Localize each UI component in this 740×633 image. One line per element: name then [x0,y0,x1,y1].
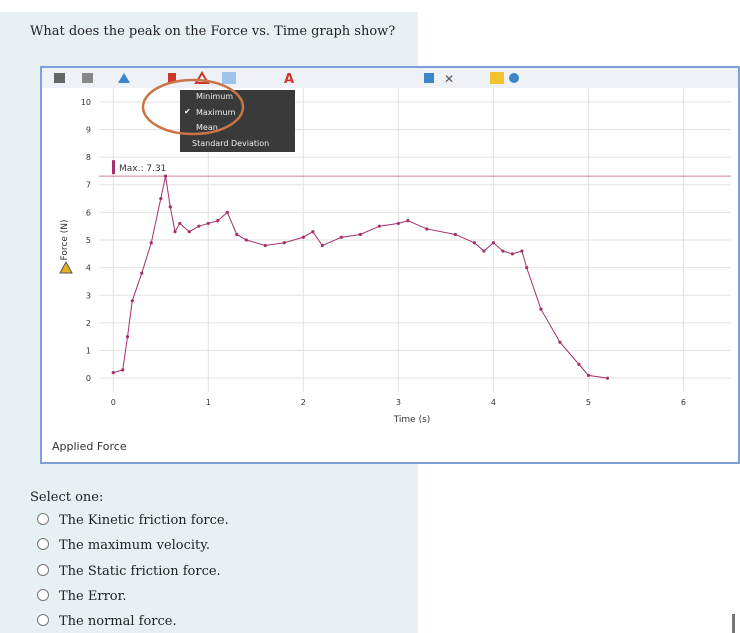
radio[interactable] [37,588,49,601]
radio[interactable] [37,538,49,551]
y-tick-label: 9 [86,125,91,134]
toolbar-icons: A ✕ [54,71,519,87]
y-tick-label: 0 [86,374,91,383]
menu-item[interactable]: Standard Deviation [192,139,269,148]
data-point [125,335,130,339]
data-point [216,219,220,223]
max-marker [112,160,115,175]
data-point [140,271,144,275]
highlight-circle [141,78,245,136]
data-point [472,241,476,245]
option[interactable]: The maximum velocity. [37,538,210,553]
y-tick-label: 1 [86,347,91,356]
data-point [178,221,182,226]
prompt: Select one: [30,490,104,505]
x-tick-label: 3 [396,398,401,407]
option[interactable]: The Error. [37,588,127,604]
data-point [482,249,486,253]
data-point [149,241,153,245]
data-point [501,249,505,253]
option[interactable]: The Static friction force. [37,563,221,579]
data-point [605,376,610,380]
svg-text:✕: ✕ [444,72,454,86]
data-point [339,235,343,239]
option[interactable]: The Kinetic friction force. [37,513,229,528]
x-axis-label: Time (s) [393,415,431,425]
data-point [301,235,305,239]
option-text[interactable]: The Static friction force. [59,563,221,579]
x-tick-label: 1 [206,398,211,407]
data-point [377,224,381,228]
option-text[interactable]: The maximum velocity. [59,538,211,554]
data-point [320,243,324,248]
question: What does the peak on the Force vs. Time… [30,24,396,39]
data-point [311,230,315,234]
x-tick-label: 5 [586,398,591,407]
data-point [225,210,229,214]
data-point [525,266,529,270]
data-point [206,221,210,226]
data-point [244,238,248,242]
data-point [586,373,591,378]
data-point [406,219,410,223]
radio[interactable] [37,563,49,576]
data-point [510,252,515,256]
menu-item[interactable]: Mean [196,123,218,132]
data-point [130,299,134,303]
y-tick-label: 7 [86,181,91,190]
data-point [577,362,581,366]
legend-label: Applied Force [52,440,127,453]
data-point [121,368,125,372]
data-point [168,205,172,209]
data-point [163,174,168,178]
graph-frame [40,66,740,464]
data-point [520,249,524,253]
data-point [539,307,543,311]
radio[interactable] [37,513,49,525]
data-point [173,230,177,234]
y-tick-label: 2 [86,319,91,328]
y-tick-label: 6 [86,208,91,217]
data-point [111,371,115,375]
data-point [453,232,457,237]
y-tick-label: 3 [86,291,91,300]
y-axis-label: Force (N) [60,220,70,261]
y-tick-label: 10 [81,98,91,107]
data-point [263,243,267,248]
x-tick-label: 2 [301,398,306,407]
data-point [396,221,400,226]
graph: A ✕ 0 1 2 3 4 5 6 7 8 9 10 0 1 2 3 4 5 6 Force (N) Time (s)… [40,66,740,464]
data-point [197,224,201,228]
svg-text:A: A [284,72,294,87]
x-tick-label: 4 [491,398,496,407]
check-mark: ✔ [184,107,191,116]
data-point [159,196,163,201]
option[interactable]: The normal force. [37,614,177,629]
data-point [187,230,191,234]
data-point [558,340,562,344]
x-tick-label: 0 [111,398,116,407]
x-tick-label: 6 [681,398,686,407]
menu-item[interactable]: Maximum [196,108,236,117]
option-text[interactable]: The Kinetic friction force. [59,513,229,528]
data-point [358,232,362,237]
scrollbar [732,614,735,633]
data-point [425,227,429,231]
y-tick-label: 5 [86,236,91,245]
max-annotation: Max.: 7.31 [119,164,166,174]
option-text[interactable]: The normal force. [59,614,177,630]
y-tick-label: 4 [86,264,91,273]
force-line [113,176,608,379]
data-point [282,241,286,245]
radio[interactable] [37,614,49,627]
menu-item[interactable]: Minimum [196,92,233,101]
data-point [491,241,496,245]
option-text[interactable]: The Error. [59,588,127,604]
data-point [235,232,239,237]
toolbar [42,68,738,88]
warning-icon [59,260,73,274]
y-tick-label: 8 [86,153,91,162]
